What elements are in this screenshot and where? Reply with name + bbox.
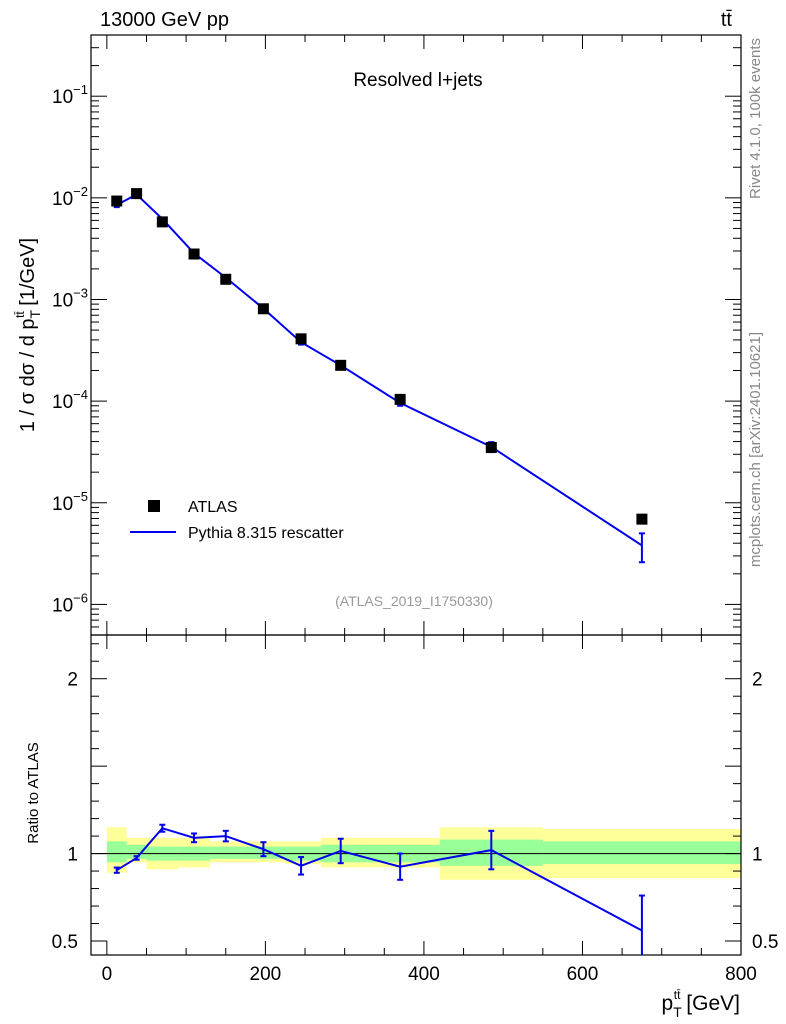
x-tick-label-4: 800: [725, 964, 757, 985]
ratio-band-green-1: [126, 844, 147, 859]
x-tick-label-3: 600: [567, 964, 599, 985]
ratio-frame: [90, 634, 742, 956]
mcplots-label: mcplots.cern.ch [arXiv:2401.10621]: [747, 332, 764, 567]
ratio-band-green-10: [542, 841, 741, 865]
main-y-tick-label-4: 10−2: [52, 184, 88, 210]
atlas-point: [485, 441, 497, 453]
ratio-y-axis-title: Ratio to ATLAS: [25, 742, 42, 843]
atlas-point: [636, 513, 648, 525]
atlas-point: [394, 393, 406, 405]
legend-atlas-label: ATLAS: [188, 499, 238, 516]
process-label: tt̄: [721, 9, 733, 31]
plot-title: Resolved l+jets: [353, 70, 482, 91]
x-tick-label-1: 200: [250, 964, 282, 985]
ratio-y-tick-label-1: 1: [67, 845, 78, 866]
ratio-y-tick-label-0: 0.5: [52, 932, 78, 953]
legend: ATLAS Pythia 8.315 rescatter: [130, 499, 344, 542]
mc-series-line: [116, 193, 643, 547]
main-y-tick-label-0: 10−6: [52, 590, 88, 616]
x-tick-label-0: 0: [102, 964, 113, 985]
atlas-point: [257, 303, 269, 315]
x-tick-label-2: 400: [408, 964, 440, 985]
atlas-point: [335, 359, 347, 371]
atlas-point: [188, 248, 200, 260]
ratio-panel: 0 200 400 600 800 0.5 0.5 1 1 2 2: [52, 634, 778, 985]
ratio-y-tick-label-right-0: 0.5: [752, 932, 778, 953]
atlas-point: [295, 333, 307, 345]
main-y-tick-label-2: 10−4: [52, 387, 88, 413]
ratio-y-tick-label-right-2: 2: [752, 670, 763, 691]
analysis-label: (ATLAS_2019_I1750330): [335, 593, 493, 609]
main-frame: [90, 34, 742, 636]
energy-label: 13000 GeV pp: [100, 9, 229, 31]
main-y-tick-label-1: 10−5: [52, 489, 88, 515]
atlas-point: [111, 195, 123, 207]
ratio-y-tick-label-2: 2: [67, 670, 78, 691]
atlas-point: [131, 188, 143, 200]
legend-pythia-label: Pythia 8.315 rescatter: [188, 525, 344, 542]
atlas-point: [220, 273, 232, 285]
atlas-point: [156, 216, 168, 228]
ratio-y-tick-label-right-1: 1: [752, 845, 763, 866]
main-panel: 10−6 10−5 10−4 10−3 10−2 10−1: [52, 34, 742, 636]
legend-atlas-marker: [148, 500, 160, 512]
ratio-series-line: [116, 827, 643, 932]
main-y-tick-label-3: 10−3: [52, 285, 88, 311]
x-axis-title: pTtt̄ [GeV]: [662, 988, 740, 1020]
rivet-label: Rivet 4.1.0, 100k events: [747, 38, 764, 199]
ratio-band-green-4: [209, 846, 242, 859]
ratio-band-green-0: [106, 841, 127, 863]
main-y-tick-label-5: 10−1: [52, 82, 88, 108]
main-y-axis-title: 1 / σ dσ / d pTtt̄ [1/GeV]: [13, 238, 43, 432]
